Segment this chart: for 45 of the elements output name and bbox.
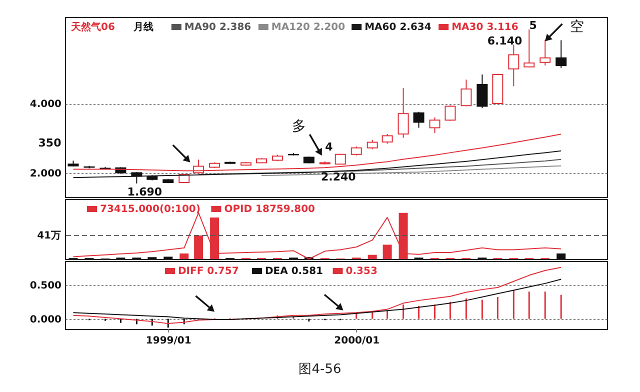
bar bbox=[556, 253, 566, 259]
x-tick-label: 2000/01 bbox=[334, 336, 380, 346]
y-tick-label: 0.000 bbox=[30, 314, 62, 326]
annotation: 350 bbox=[38, 136, 62, 150]
candlestick bbox=[382, 134, 393, 144]
annotation: 6.140 bbox=[487, 34, 522, 48]
candlestick bbox=[556, 40, 567, 68]
y-tick-label: 0.500 bbox=[30, 280, 62, 292]
y-tick-label: 4.000 bbox=[30, 99, 62, 110]
annotation: 多 bbox=[292, 118, 306, 134]
chart-title: 天然气06 bbox=[70, 21, 115, 33]
bar bbox=[368, 254, 377, 259]
chart-subtitle: 月线 bbox=[132, 21, 154, 33]
legend-label: MA120 2.200 bbox=[271, 22, 346, 33]
annotation: 5 bbox=[529, 18, 537, 32]
candlestick bbox=[429, 116, 440, 134]
ref-line-label: 41万 bbox=[37, 230, 61, 242]
y-tick-label: 2.000 bbox=[30, 168, 62, 180]
candlestick bbox=[508, 44, 520, 87]
candlestick bbox=[366, 139, 378, 150]
legend-label: DEA 0.581 bbox=[265, 266, 324, 277]
caption: 图4-56 bbox=[298, 361, 342, 378]
bar bbox=[194, 235, 204, 259]
bar bbox=[180, 253, 189, 259]
legend-label: OPID 18759.800 bbox=[224, 204, 316, 215]
candlestick bbox=[540, 39, 551, 66]
candlestick bbox=[334, 153, 346, 165]
x-tick-label: 1999/01 bbox=[146, 336, 192, 346]
legend-label: MA30 3.116 bbox=[452, 22, 518, 33]
legend-label: MA60 2.634 bbox=[364, 22, 432, 33]
bar bbox=[382, 244, 392, 259]
candlestick bbox=[460, 79, 472, 107]
candlestick bbox=[444, 104, 456, 122]
annotation: 空 bbox=[570, 19, 584, 36]
candlestick bbox=[524, 28, 535, 68]
annotation: 1.690 bbox=[127, 186, 162, 198]
legend-label: MA90 2.386 bbox=[184, 22, 252, 33]
legend-label: 0.353 bbox=[346, 266, 378, 277]
candlestick bbox=[476, 74, 488, 109]
annotation: 4 bbox=[325, 140, 334, 154]
candlestick bbox=[398, 87, 409, 138]
legend-label: 73415.000(0:100) bbox=[100, 204, 200, 215]
annotation: 2.240 bbox=[320, 170, 356, 184]
candlestick bbox=[413, 111, 424, 128]
legend-label: DIFF 0.757 bbox=[178, 266, 239, 277]
